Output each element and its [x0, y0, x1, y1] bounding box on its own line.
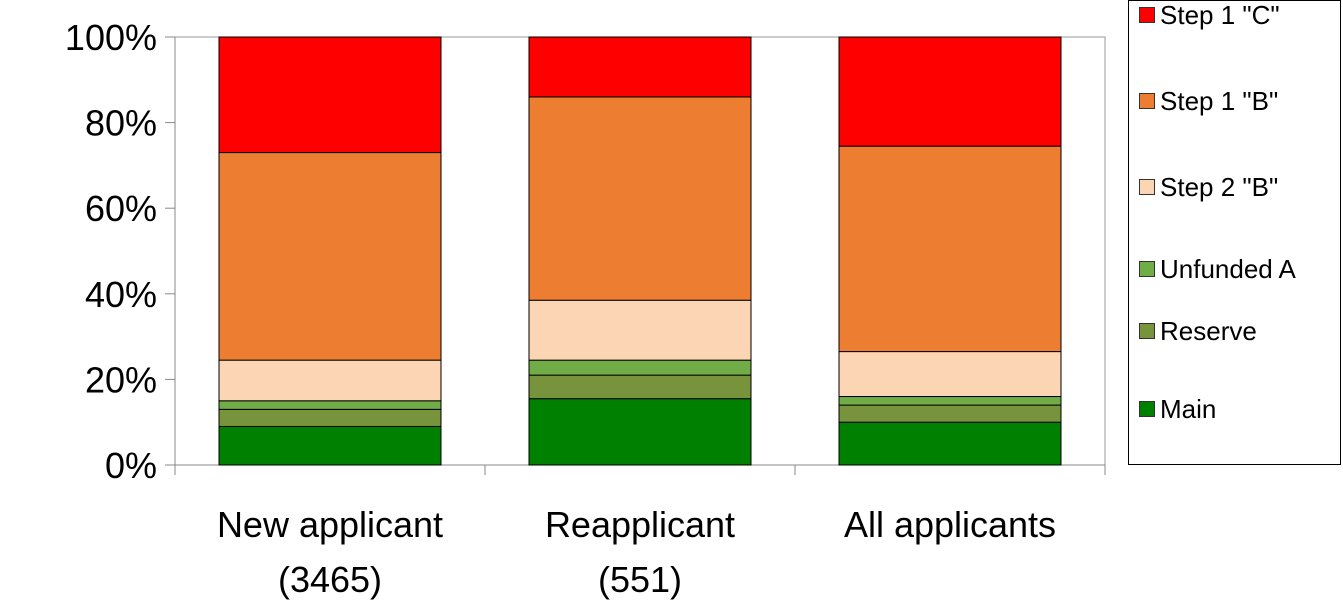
bar-segment [838, 404, 1062, 423]
legend-swatch [1139, 179, 1155, 195]
bar-segment [528, 398, 752, 466]
legend-item: Step 2 "B" [1139, 173, 1278, 201]
x-tick-label: (3465) [278, 559, 382, 600]
bar-segment [528, 299, 752, 361]
legend-label: Main [1160, 394, 1217, 424]
legend: Step 1 "C" Step 1 "B" Step 2 "B" Unfunded A… [1128, 0, 1341, 465]
legend-item: Unfunded A [1139, 255, 1296, 283]
x-tick-label: (551) [598, 559, 682, 600]
bar-segment [218, 425, 442, 466]
x-tick-label: New applicant [217, 504, 443, 545]
legend-swatch [1139, 323, 1155, 339]
y-tick-label: 80% [85, 103, 157, 144]
bar-segment [838, 145, 1062, 353]
bar-segment [838, 396, 1062, 406]
bar-segment [838, 36, 1062, 147]
bar-segment [218, 359, 442, 402]
bar-segment [528, 374, 752, 400]
y-tick-label: 100% [65, 17, 157, 58]
legend-label: Unfunded A [1160, 254, 1296, 284]
bar-segment [838, 351, 1062, 398]
legend-item: Step 1 "C" [1139, 1, 1280, 29]
legend-label: Step 1 "B" [1160, 86, 1279, 116]
legend-label: Step 1 "C" [1160, 0, 1280, 30]
x-tick-label: Reapplicant [545, 504, 735, 545]
bar-segment [218, 400, 442, 410]
y-tick-label: 60% [85, 188, 157, 229]
legend-label: Reserve [1160, 316, 1257, 346]
legend-swatch [1139, 7, 1155, 23]
legend-swatch [1139, 261, 1155, 277]
bar-segment [528, 36, 752, 98]
y-tick-label: 20% [85, 359, 157, 400]
bar-segment [218, 152, 442, 361]
bar-segment [528, 359, 752, 376]
legend-item: Step 1 "B" [1139, 87, 1278, 115]
bar-segment [528, 96, 752, 301]
legend-item: Reserve [1139, 317, 1257, 345]
bar-segment [218, 36, 442, 154]
legend-label: Step 2 "B" [1160, 172, 1279, 202]
y-tick-label: 40% [85, 274, 157, 315]
legend-swatch [1139, 401, 1155, 417]
legend-swatch [1139, 93, 1155, 109]
bar-segment [218, 408, 442, 427]
bar-segment [838, 421, 1062, 466]
x-tick-label: All applicants [844, 504, 1056, 545]
legend-item: Main [1139, 395, 1216, 423]
y-tick-label: 0% [105, 445, 157, 486]
